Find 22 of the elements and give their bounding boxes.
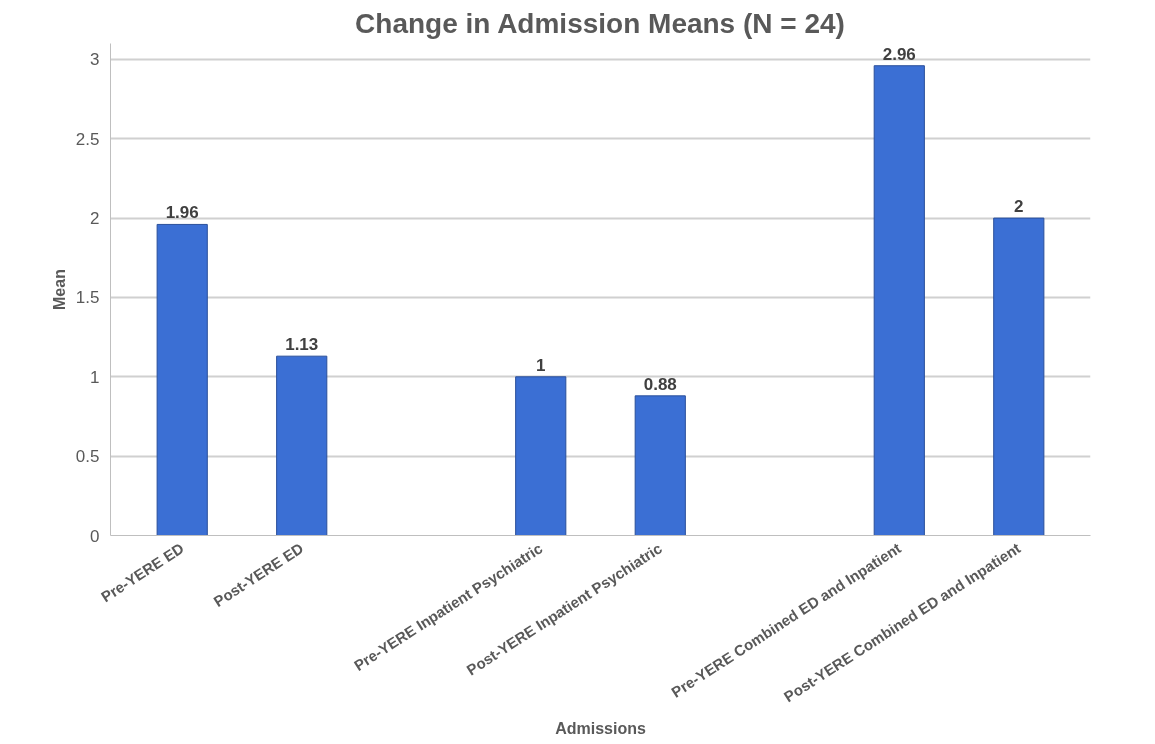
bar <box>276 355 328 536</box>
chart-title: Change in Admission Means (N = 24) <box>355 7 845 39</box>
y-tick-label: 2.5 <box>75 129 100 149</box>
y-tick-label: 3 <box>90 50 100 70</box>
y-tick-label: 1 <box>90 367 100 387</box>
y-tick-label: 1.5 <box>75 288 100 308</box>
y-tick-label: 2 <box>90 209 100 229</box>
bar <box>634 395 686 536</box>
data-label: 0.88 <box>643 374 677 394</box>
y-tick-label: 0 <box>90 526 100 546</box>
y-axis-title: Mean <box>50 269 68 310</box>
data-label: 1.13 <box>285 335 319 355</box>
bar <box>873 65 925 536</box>
data-label: 2 <box>1014 197 1024 217</box>
data-label: 1.96 <box>165 203 199 223</box>
x-axis-title: Admissions <box>555 720 646 738</box>
bar <box>515 376 567 536</box>
data-label: 1 <box>536 355 546 375</box>
y-tick-label: 0.5 <box>75 447 100 467</box>
data-label: 2.96 <box>882 44 916 64</box>
bar <box>156 223 208 536</box>
bar <box>993 217 1045 536</box>
